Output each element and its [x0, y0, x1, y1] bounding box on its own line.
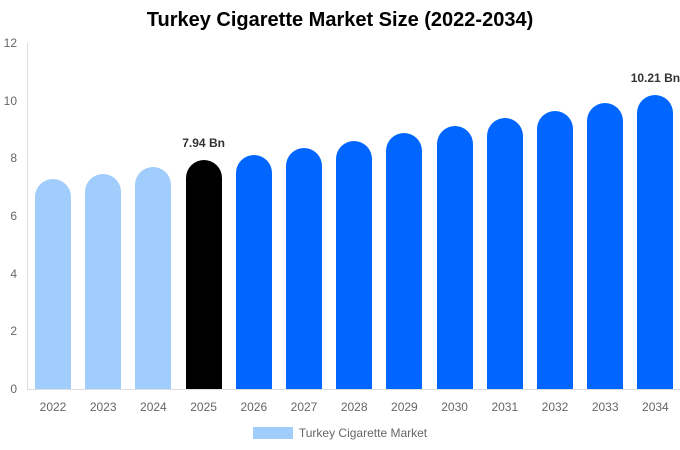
x-tick-label: 2024: [140, 400, 167, 414]
x-tick-label: 2030: [441, 400, 468, 414]
x-tick-label: 2026: [240, 400, 268, 414]
bar-2027[interactable]: [286, 147, 322, 389]
chart-title: Turkey Cigarette Market Size (2022-2034): [146, 9, 534, 31]
bar-2026[interactable]: [235, 154, 272, 389]
y-tick-label: 4: [10, 266, 17, 281]
y-tick-label: 10: [3, 93, 17, 108]
bar-2028[interactable]: [336, 141, 373, 389]
x-axis-line: [27, 389, 680, 390]
bar-2023[interactable]: [85, 173, 122, 389]
bar-2022[interactable]: [35, 179, 71, 389]
legend-label: Turkey Cigarette Market: [298, 426, 428, 440]
x-tick-label: 2031: [491, 400, 519, 414]
y-tick-label: 6: [10, 209, 17, 223]
x-tick-label: 2027: [290, 400, 318, 414]
bar-2031[interactable]: [486, 118, 523, 389]
bar-2034[interactable]: [637, 94, 674, 389]
data-label-2025: 7.94 Bn: [182, 136, 225, 151]
bar-2033[interactable]: [587, 102, 624, 389]
x-tick-label: 2032: [541, 400, 569, 414]
x-tick-label: 2029: [391, 400, 418, 414]
bar-2030[interactable]: [436, 126, 473, 389]
y-tick-label: 2: [10, 324, 17, 339]
x-tick-label: 2034: [642, 400, 669, 414]
bar-2024[interactable]: [135, 166, 172, 389]
legend[interactable]: Turkey Cigarette Market: [0, 426, 680, 440]
y-tick-label: 8: [10, 151, 17, 166]
x-tick-label: 2028: [340, 400, 368, 414]
y-tick-label: 12: [3, 36, 17, 50]
data-label-2034: 10.21 Bn: [630, 70, 680, 85]
legend-swatch: [252, 427, 293, 439]
x-tick-label: 2025: [190, 400, 217, 414]
bar-2032[interactable]: [537, 111, 573, 389]
y-axis-line: [27, 43, 28, 389]
y-tick-label: 0: [10, 382, 17, 396]
x-tick-label: 2022: [39, 400, 67, 414]
x-tick-label: 2033: [591, 400, 619, 414]
bar-2029[interactable]: [386, 133, 423, 389]
x-tick-label: 2023: [89, 400, 117, 414]
bar-2025[interactable]: [185, 160, 222, 389]
